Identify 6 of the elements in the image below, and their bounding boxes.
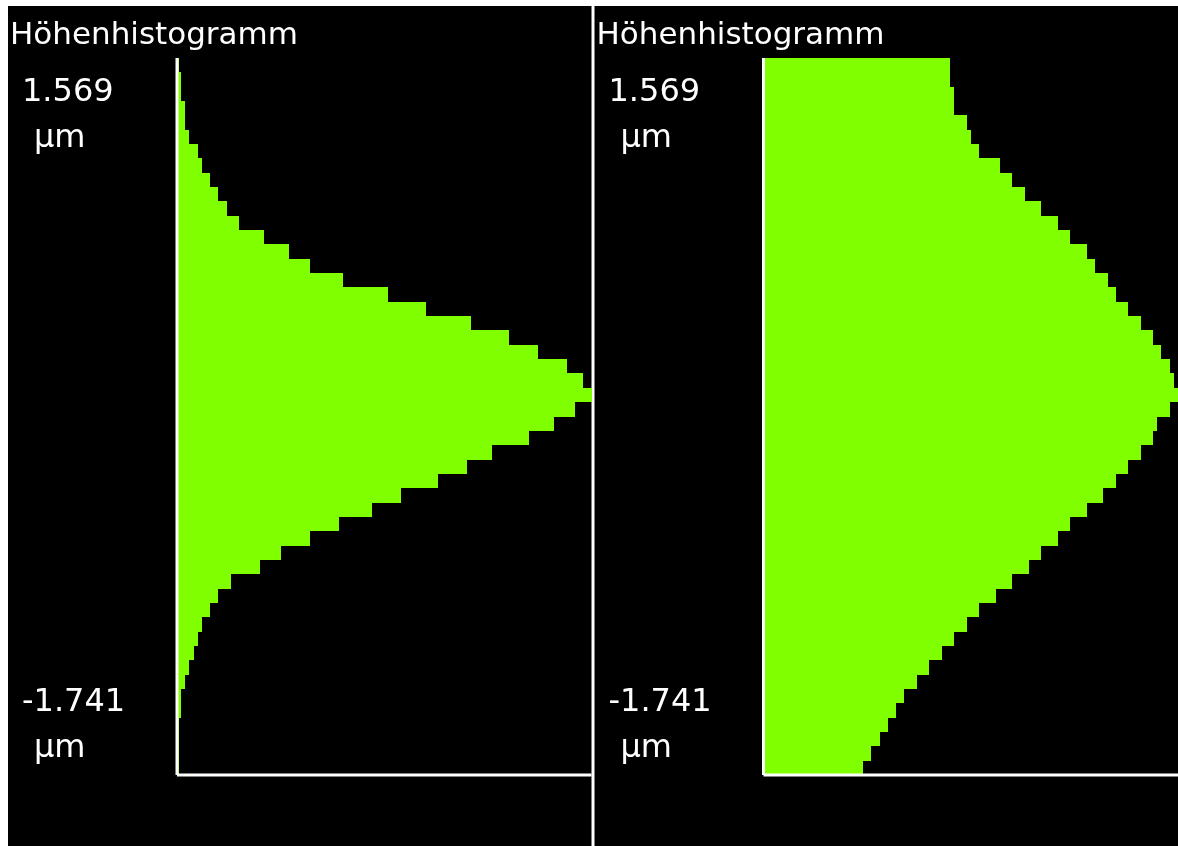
text: 1.569 µm — [22, 71, 114, 155]
chart-title: Höhenhistogramm — [596, 15, 885, 51]
text: 1.569 µm — [608, 71, 701, 155]
text: -1.741 µm — [22, 681, 126, 765]
chart-title: Höhenhistogramm — [10, 15, 298, 51]
text: -1.741 µm — [608, 681, 712, 765]
